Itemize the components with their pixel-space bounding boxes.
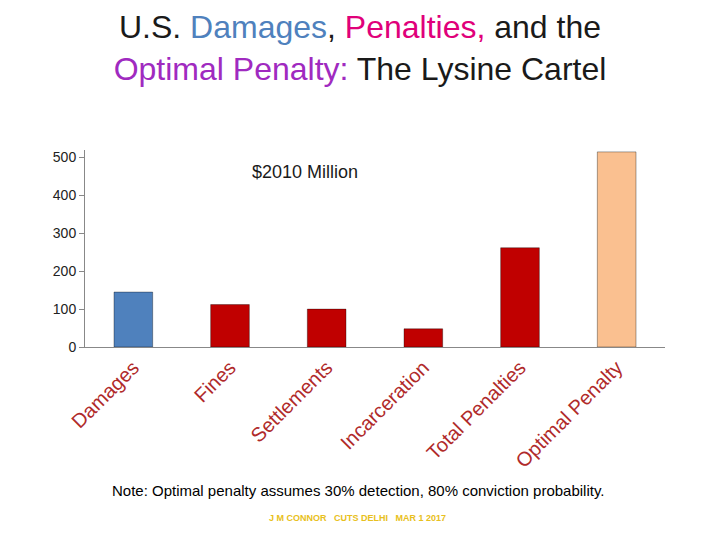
svg-text:200: 200 <box>53 263 77 279</box>
svg-text:Note: Optimal penalty assumes: Note: Optimal penalty assumes 30% detect… <box>112 482 604 499</box>
svg-text:300: 300 <box>53 225 77 241</box>
svg-text:Damages: Damages <box>67 356 143 432</box>
svg-text:Incarceration: Incarceration <box>336 356 433 453</box>
svg-text:Settlements: Settlements <box>246 356 336 446</box>
svg-text:0: 0 <box>68 339 76 355</box>
svg-text:Optimal Penalty: Optimal Penalty <box>511 356 626 471</box>
svg-text:J M CONNOR CUTS DELHI MAR: J M CONNOR CUTS DELHI MAR 1 2017 <box>269 513 446 523</box>
svg-text:$2010 Million: $2010 Million <box>252 162 358 182</box>
svg-text:500: 500 <box>53 149 77 165</box>
svg-text:U.S. Damages, Penalties, and t: U.S. Damages, Penalties, and theOptimal … <box>114 9 607 87</box>
svg-text:100: 100 <box>53 301 77 317</box>
svg-text:Total Penalties: Total Penalties <box>422 356 530 464</box>
svg-text:400: 400 <box>53 187 77 203</box>
svg-text:Fines: Fines <box>190 356 240 406</box>
